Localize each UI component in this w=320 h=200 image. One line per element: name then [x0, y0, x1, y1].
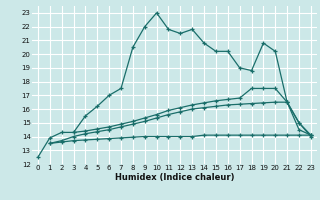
X-axis label: Humidex (Indice chaleur): Humidex (Indice chaleur): [115, 173, 234, 182]
